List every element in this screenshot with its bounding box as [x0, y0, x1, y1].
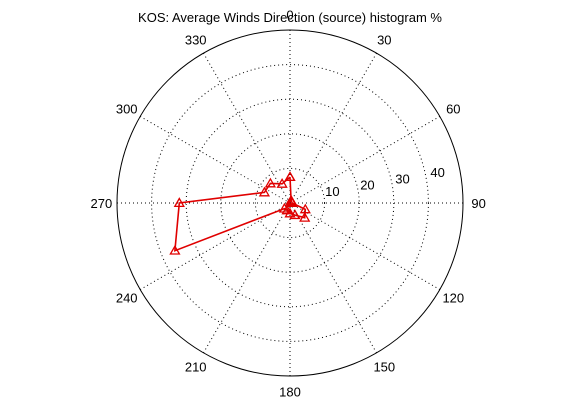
- theta-tick-label-150: 150: [373, 359, 395, 374]
- data-point-10: [278, 202, 291, 213]
- spoke-120: [289, 202, 441, 290]
- polar-grid: [116, 29, 464, 377]
- theta-tick-label-210: 210: [185, 359, 207, 374]
- ring-30: [185, 98, 395, 308]
- theta-tick-label-180: 180: [279, 385, 301, 400]
- polar-tick-labels: 0 30 60 90 120 150 180 210 240 270 300 330 10 20 30 40: [91, 7, 486, 399]
- r-tick-label-40: 40: [430, 165, 444, 180]
- data-point-15: [276, 177, 288, 188]
- data-point-14: [264, 177, 277, 188]
- theta-tick-label-30: 30: [377, 33, 391, 48]
- data-point-13: [258, 186, 271, 197]
- theta-tick-label-0: 0: [286, 7, 293, 22]
- theta-tick-label-300: 300: [116, 102, 138, 117]
- spoke-240: [139, 202, 291, 290]
- theta-tick-label-120: 120: [442, 290, 464, 305]
- theta-tick-label-240: 240: [116, 290, 138, 305]
- ring-20: [220, 133, 360, 273]
- spoke-330: [203, 52, 291, 204]
- theta-tick-label-330: 330: [185, 33, 207, 48]
- chart-title: KOS: Average Winds Direction (source) hi…: [138, 10, 442, 25]
- ring-40: [151, 64, 429, 342]
- spoke-30: [289, 52, 377, 204]
- data-point-6: [299, 211, 311, 222]
- data-point-9: [281, 204, 293, 215]
- data-point-12: [173, 197, 185, 208]
- data-point-5: [299, 203, 311, 214]
- outer-ring: [116, 29, 464, 377]
- data-point-11: [169, 244, 181, 255]
- r-tick-label-30: 30: [395, 171, 409, 186]
- r-tick-label-10: 10: [325, 184, 339, 199]
- spoke-60: [289, 116, 441, 204]
- spoke-150: [289, 202, 377, 354]
- spoke-210: [203, 202, 291, 354]
- r-tick-label-20: 20: [360, 178, 374, 193]
- data-point-4: [286, 197, 298, 208]
- theta-tick-label-90: 90: [471, 196, 485, 211]
- data-point-8: [284, 207, 296, 218]
- theta-tick-label-60: 60: [446, 102, 460, 117]
- series-layer: [169, 171, 311, 255]
- data-point-16: [284, 171, 296, 182]
- theta-tick-label-270: 270: [91, 196, 113, 211]
- ring-10: [254, 167, 326, 239]
